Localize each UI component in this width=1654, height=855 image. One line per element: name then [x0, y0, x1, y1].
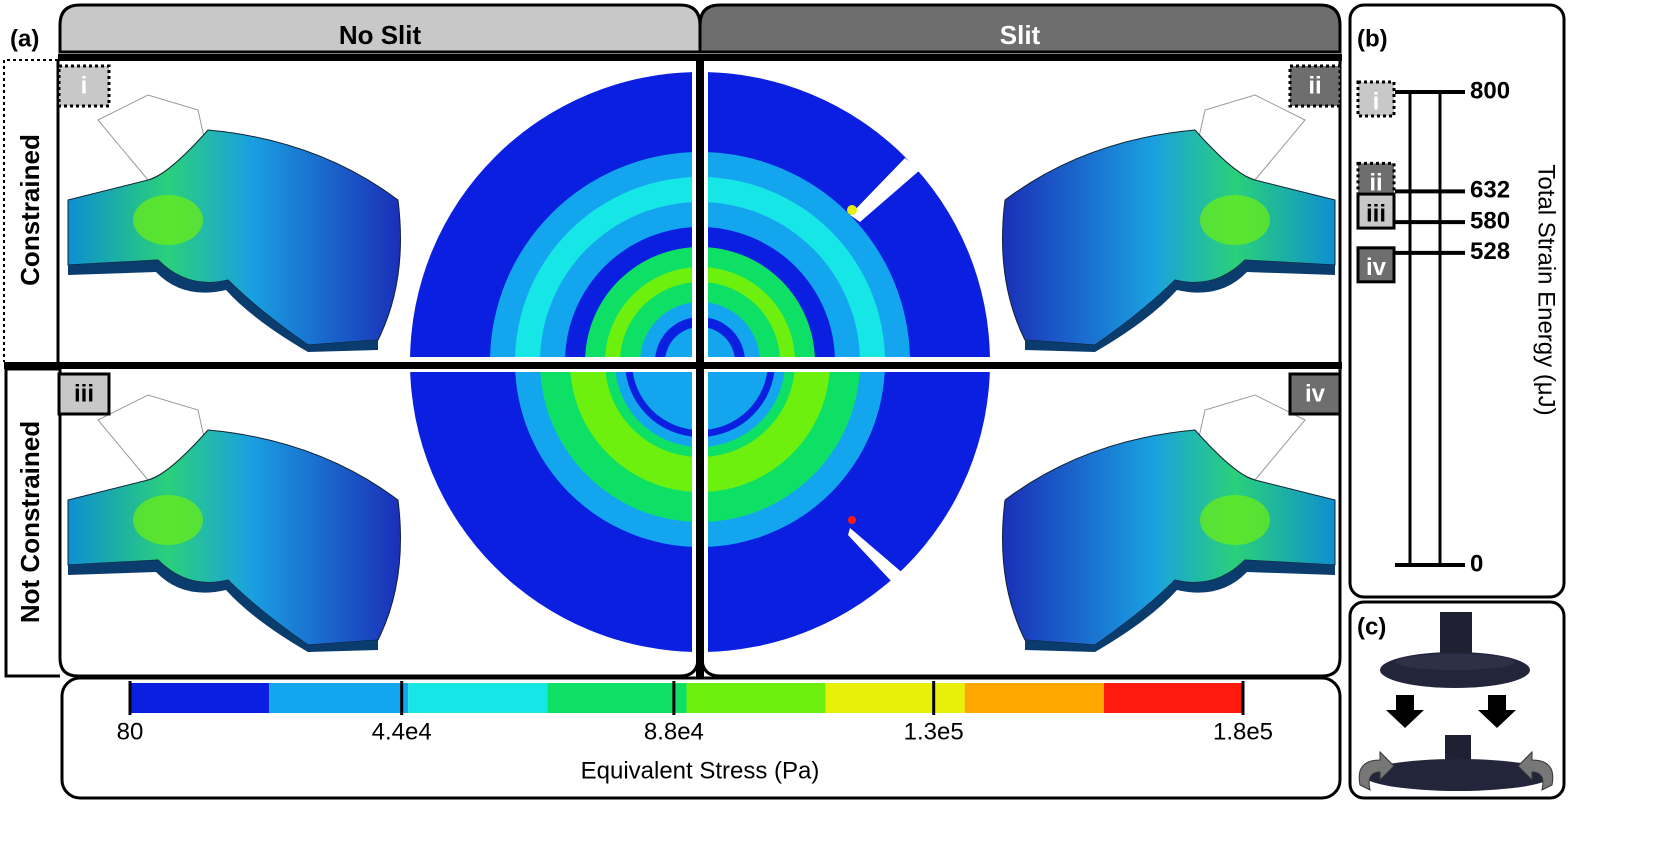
colorbar-segment — [964, 683, 1104, 713]
side — [68, 560, 378, 652]
separator — [696, 58, 704, 678]
disk-quadrant — [410, 72, 692, 357]
disk-quadrant — [708, 372, 990, 652]
case-label: iv — [1366, 254, 1387, 281]
case-badge — [1356, 161, 1396, 199]
separator — [58, 54, 1342, 61]
body — [67, 129, 401, 346]
slit — [850, 158, 920, 222]
stress-zone — [1200, 195, 1270, 245]
stress-ring — [632, 372, 692, 430]
colorbar-tick-label: 1.8e5 — [1213, 718, 1273, 745]
case-label: i — [81, 72, 88, 99]
colorbar-segment — [686, 683, 826, 713]
stress-zone — [133, 195, 203, 245]
colorbar-frame — [60, 676, 1342, 800]
piece — [1002, 94, 1336, 352]
outline — [97, 94, 209, 181]
hotspot — [847, 205, 857, 215]
case-label: ii — [1308, 72, 1321, 99]
simulation-disks — [410, 72, 990, 652]
row-title: Not Constrained — [15, 421, 45, 623]
frame — [4, 367, 1342, 678]
hotspot — [848, 516, 856, 524]
case-badge — [57, 372, 111, 416]
column-title: No Slit — [339, 20, 422, 50]
case-badge — [1288, 372, 1342, 416]
side — [1025, 260, 1335, 352]
tab — [698, 3, 1342, 54]
disk-quadrant — [708, 72, 990, 357]
case-badge — [57, 64, 111, 108]
stress-ring — [708, 327, 735, 357]
energy-bar — [1408, 90, 1442, 567]
case-badge — [1356, 246, 1396, 284]
outline — [97, 394, 209, 481]
colorbar-segment — [130, 683, 270, 713]
side — [1025, 560, 1335, 652]
case-label: i — [1373, 88, 1380, 115]
piece — [1002, 394, 1336, 652]
panel-frame — [1348, 3, 1566, 599]
panel-frame — [1348, 600, 1566, 800]
case-badge — [1356, 80, 1396, 118]
energy-tick-label: 580 — [1470, 207, 1510, 234]
colorbar-segment — [269, 683, 409, 713]
colorbar-tick-label: 80 — [117, 718, 144, 745]
simulation-pieces — [67, 94, 1336, 652]
colorbar-tick-label: 8.8e4 — [644, 718, 704, 745]
colorbar-segment — [1103, 683, 1243, 713]
axis-title: Total Strain Energy (μJ) — [1533, 164, 1560, 415]
stress-zone — [1200, 495, 1270, 545]
colorbar-segment — [825, 683, 965, 713]
case-label: ii — [1369, 170, 1382, 197]
panel-label: (b) — [1357, 25, 1388, 52]
outline — [1194, 394, 1306, 481]
panel-label: (a) — [10, 25, 39, 52]
colorbar-segment — [547, 683, 687, 713]
case-badge — [1288, 64, 1342, 108]
column-title: Slit — [1000, 20, 1041, 50]
energy-tick-label: 0 — [1470, 550, 1483, 577]
piece — [67, 94, 401, 352]
row-title: Constrained — [15, 134, 45, 286]
slit — [848, 528, 905, 582]
side — [68, 260, 378, 352]
colorbar-tick-label: 1.3e5 — [904, 718, 964, 745]
stress-ring — [708, 372, 768, 430]
case-label: iv — [1305, 380, 1326, 407]
disk-quadrant — [410, 372, 692, 652]
piece — [67, 394, 401, 652]
energy-tick-label: 528 — [1470, 238, 1510, 265]
case-badge — [1356, 192, 1396, 230]
frame — [3, 59, 58, 362]
photo — [1358, 612, 1554, 791]
body — [1002, 129, 1336, 346]
outline — [1194, 94, 1306, 181]
colorbar-title: Equivalent Stress (Pa) — [581, 757, 820, 784]
stress-zone — [133, 495, 203, 545]
case-label: iii — [74, 380, 94, 407]
stress-ring — [665, 327, 692, 357]
body — [1002, 429, 1336, 646]
separator — [4, 362, 1342, 369]
panel-label: (c) — [1357, 613, 1386, 640]
body — [67, 429, 401, 646]
frame — [56, 60, 1342, 362]
colorbar-tick-label: 4.4e4 — [372, 718, 432, 745]
energy-tick-label: 800 — [1470, 77, 1510, 104]
case-label: iii — [1366, 200, 1386, 227]
colorbar-segment — [408, 683, 548, 713]
energy-tick-label: 632 — [1470, 177, 1510, 204]
